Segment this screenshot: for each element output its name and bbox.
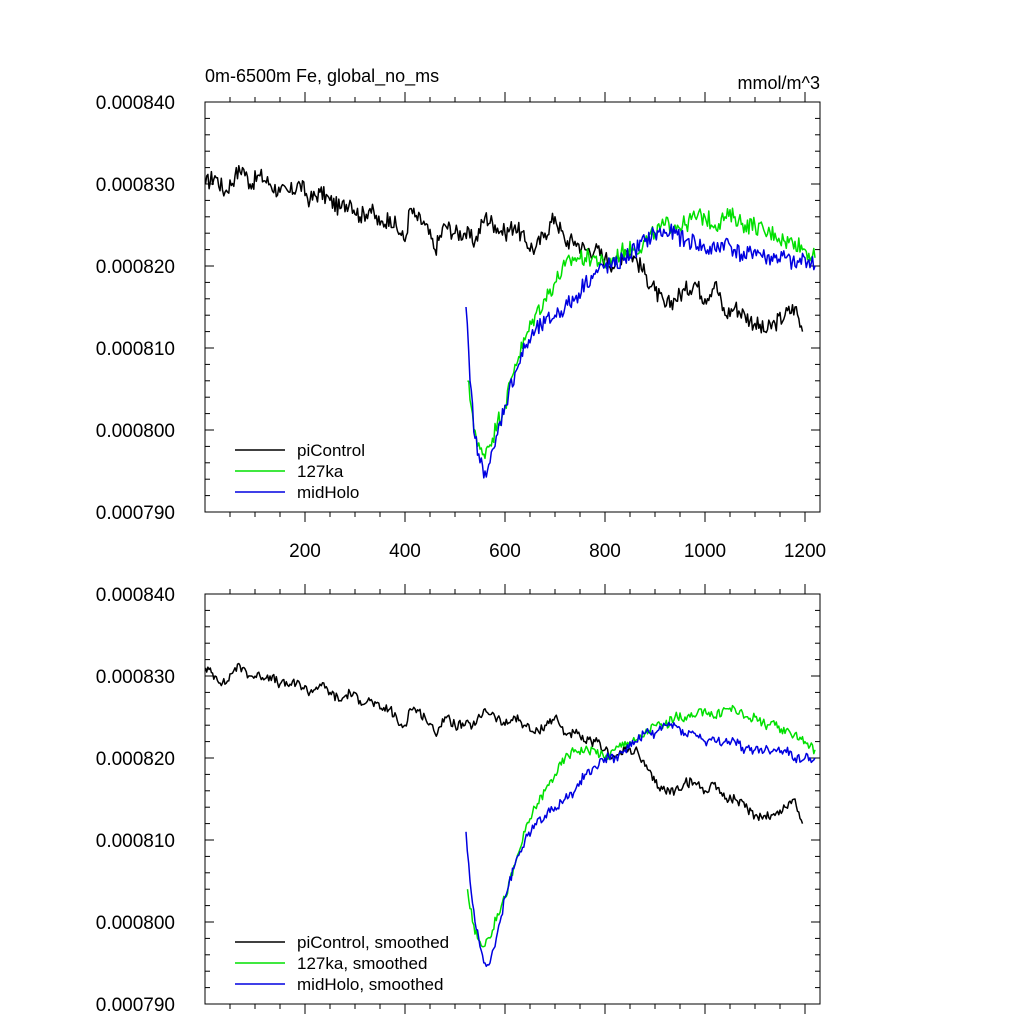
plot-frame-1 bbox=[204, 101, 821, 513]
y-tick-label: 0.000830 bbox=[96, 667, 175, 688]
legend-label: piControl, smoothed bbox=[297, 933, 449, 952]
series-line-127ka bbox=[467, 207, 816, 460]
x-tick-label: 600 bbox=[489, 541, 521, 562]
series-line-midholo-smoothed bbox=[465, 721, 816, 968]
y-tick-label: 0.000830 bbox=[96, 175, 175, 196]
plot-frame-2 bbox=[204, 593, 821, 1005]
y-tick-label: 0.000800 bbox=[96, 913, 175, 934]
series-line-midholo bbox=[465, 223, 816, 479]
y-tick-label: 0.000800 bbox=[96, 421, 175, 442]
series-line-picontrol bbox=[204, 164, 804, 334]
y-tick-label: 0.000840 bbox=[96, 585, 175, 606]
y-tick-label: 0.000810 bbox=[96, 831, 175, 852]
y-tick-label: 0.000820 bbox=[96, 749, 175, 770]
x-tick-label: 400 bbox=[389, 541, 421, 562]
legend-label: 127ka, smoothed bbox=[297, 954, 427, 973]
legend-label: midHolo, smoothed bbox=[297, 975, 443, 994]
legend-label: piControl bbox=[297, 441, 365, 460]
x-tick-label: 1000 bbox=[684, 541, 726, 562]
chart-title: 0m-6500m Fe, global_no_ms bbox=[205, 66, 439, 87]
y-tick-label: 0.000810 bbox=[96, 339, 175, 360]
x-tick-label: 1200 bbox=[784, 541, 826, 562]
legend-label: 127ka bbox=[297, 462, 344, 481]
units-label: mmol/m^3 bbox=[738, 73, 820, 93]
legend-label: midHolo bbox=[297, 483, 359, 502]
y-tick-label: 0.000790 bbox=[96, 995, 175, 1016]
series-line-127ka-smoothed bbox=[466, 704, 816, 948]
x-tick-label: 800 bbox=[589, 541, 621, 562]
series-line-picontrol-smoothed bbox=[204, 662, 804, 824]
y-tick-label: 0.000840 bbox=[96, 93, 175, 114]
y-tick-label: 0.000790 bbox=[96, 503, 175, 524]
x-tick-label: 200 bbox=[289, 541, 321, 562]
y-tick-label: 0.000820 bbox=[96, 257, 175, 278]
